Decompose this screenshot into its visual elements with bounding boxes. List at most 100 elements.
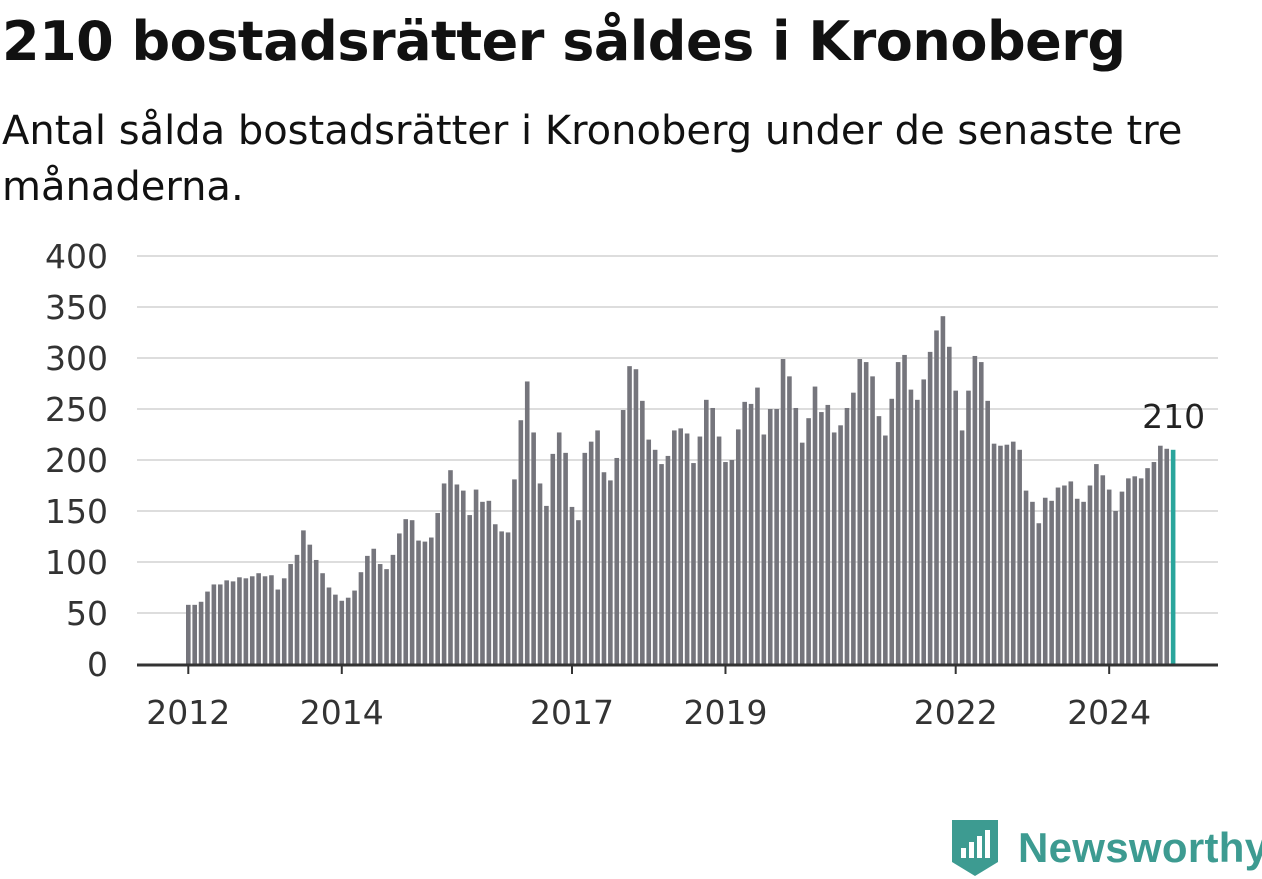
bar <box>1055 487 1061 664</box>
y-tick-label: 0 <box>87 645 108 684</box>
bar <box>793 407 799 664</box>
bar <box>307 544 313 664</box>
bar <box>294 554 300 664</box>
bar <box>1042 497 1048 664</box>
bar <box>524 381 530 664</box>
bar <box>947 346 952 664</box>
x-tick-label: 2024 <box>1067 693 1151 732</box>
x-axis-ticks: 2012 2014 2017 2019 2022 2024 <box>146 666 1151 732</box>
bar <box>1004 444 1010 664</box>
bar <box>704 399 709 664</box>
bar <box>473 489 479 664</box>
y-tick-label: 100 <box>45 543 108 582</box>
bar <box>409 520 415 664</box>
bar <box>838 425 843 664</box>
bar <box>416 540 421 664</box>
bar <box>249 576 255 664</box>
bar <box>934 330 939 664</box>
bar <box>895 362 901 664</box>
x-tick-label: 2019 <box>683 693 767 732</box>
bar <box>889 398 895 664</box>
bar <box>230 581 236 664</box>
bar <box>518 420 524 664</box>
bar <box>614 457 620 664</box>
bar <box>441 483 447 664</box>
bar <box>927 351 933 664</box>
brand-name: Newsworthy <box>1018 824 1262 871</box>
bar <box>1164 448 1170 664</box>
bar <box>659 464 664 664</box>
bar <box>723 462 728 664</box>
bar <box>198 601 204 664</box>
bar <box>1119 491 1125 664</box>
bar <box>467 515 472 664</box>
bar <box>735 429 741 664</box>
bar <box>186 604 191 664</box>
bar <box>915 399 920 664</box>
bar <box>403 519 409 664</box>
bar <box>448 470 453 664</box>
bar <box>1094 464 1099 664</box>
bar <box>767 409 773 664</box>
bar <box>454 484 460 664</box>
bar <box>1145 468 1150 664</box>
bar <box>1100 475 1106 664</box>
bar <box>588 441 594 664</box>
chart-title: 210 bostadsrätter såldes i Kronoberg <box>2 10 1126 73</box>
bar <box>358 572 364 664</box>
bar <box>684 433 690 664</box>
bar <box>1132 476 1138 664</box>
bar <box>806 418 811 664</box>
bar <box>1068 481 1074 664</box>
bar <box>563 452 568 664</box>
bar <box>262 576 268 664</box>
bar <box>1049 500 1054 664</box>
bar <box>192 604 197 664</box>
bar <box>544 505 549 664</box>
bar <box>390 554 396 664</box>
bar <box>237 577 242 664</box>
bar <box>1062 485 1067 664</box>
y-tick-label: 200 <box>45 441 108 480</box>
bar <box>269 575 274 664</box>
bar <box>339 600 345 664</box>
bar <box>870 376 875 664</box>
y-axis-ticks: 0 50 100 150 200 250 300 350 400 <box>45 237 108 684</box>
bar <box>531 432 536 664</box>
bar <box>1138 478 1144 664</box>
bar <box>397 533 402 664</box>
y-tick-label: 250 <box>45 390 108 429</box>
bar <box>1087 485 1093 664</box>
bar <box>863 362 869 664</box>
y-tick-label: 350 <box>45 288 108 327</box>
bar <box>799 442 805 664</box>
bar <box>550 453 556 664</box>
last-value-label: 210 <box>1142 397 1205 436</box>
bar <box>755 387 760 664</box>
bar <box>288 564 293 664</box>
bar <box>1106 489 1112 664</box>
y-tick-label: 300 <box>45 339 108 378</box>
bar <box>582 452 588 664</box>
y-tick-label: 50 <box>66 594 108 633</box>
bar <box>537 483 543 664</box>
bar <box>991 443 997 664</box>
bar <box>352 590 357 664</box>
bar <box>953 390 958 664</box>
chart-subtitle: Antal sålda bostadsrätter i Kronoberg un… <box>2 108 1183 210</box>
bar <box>831 432 837 664</box>
bar <box>633 369 639 664</box>
bar <box>787 376 792 664</box>
bar <box>429 537 434 664</box>
bar <box>716 436 722 664</box>
bar <box>345 597 351 664</box>
bar <box>710 407 715 664</box>
bar <box>499 531 504 664</box>
bar <box>812 386 818 664</box>
bar <box>902 354 907 664</box>
bar <box>774 409 779 664</box>
bar <box>320 573 325 664</box>
bar <box>576 520 581 664</box>
bar <box>281 578 287 664</box>
